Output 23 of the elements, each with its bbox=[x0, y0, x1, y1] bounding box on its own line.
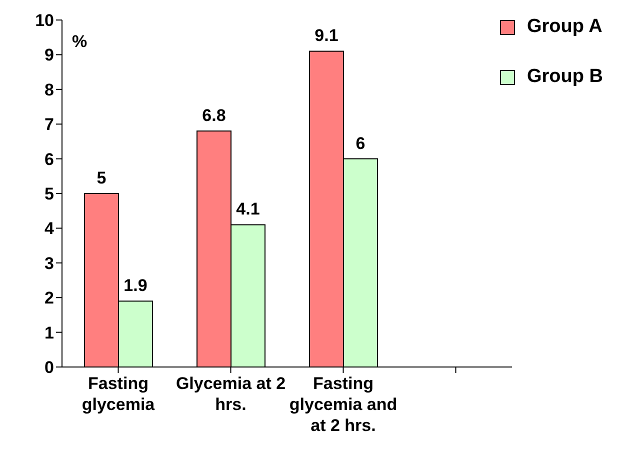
data-label: 9.1 bbox=[314, 26, 338, 46]
y-axis-title: % bbox=[72, 32, 88, 52]
y-tick-label: 8 bbox=[44, 80, 54, 100]
data-label: 6.8 bbox=[202, 106, 226, 126]
data-label: 6 bbox=[356, 134, 366, 153]
data-label: 5 bbox=[96, 168, 106, 188]
x-tick-label: Fasting glycemia and at 2 hrs. bbox=[289, 374, 398, 435]
y-tick-label: 2 bbox=[44, 288, 54, 308]
y-tick-label: 7 bbox=[44, 115, 54, 134]
x-tick-label: Fasting glycemia bbox=[82, 374, 156, 414]
legend-label: Group B bbox=[527, 66, 603, 88]
legend-label: Group A bbox=[527, 16, 602, 38]
y-tick-label: 6 bbox=[44, 150, 54, 169]
y-tick-label: 9 bbox=[44, 46, 54, 65]
y-tick-label: 3 bbox=[44, 254, 54, 273]
x-tick-label: Glycemia at 2 hrs. bbox=[176, 374, 286, 414]
y-tick-label: 0 bbox=[44, 358, 54, 378]
data-label: 1.9 bbox=[124, 276, 148, 296]
y-tick-label: 1 bbox=[44, 323, 54, 342]
y-tick-label: 10 bbox=[35, 11, 54, 30]
y-tick-label: 4 bbox=[44, 219, 55, 238]
y-tick-label: 5 bbox=[44, 184, 54, 204]
data-label: 4.1 bbox=[236, 200, 260, 219]
